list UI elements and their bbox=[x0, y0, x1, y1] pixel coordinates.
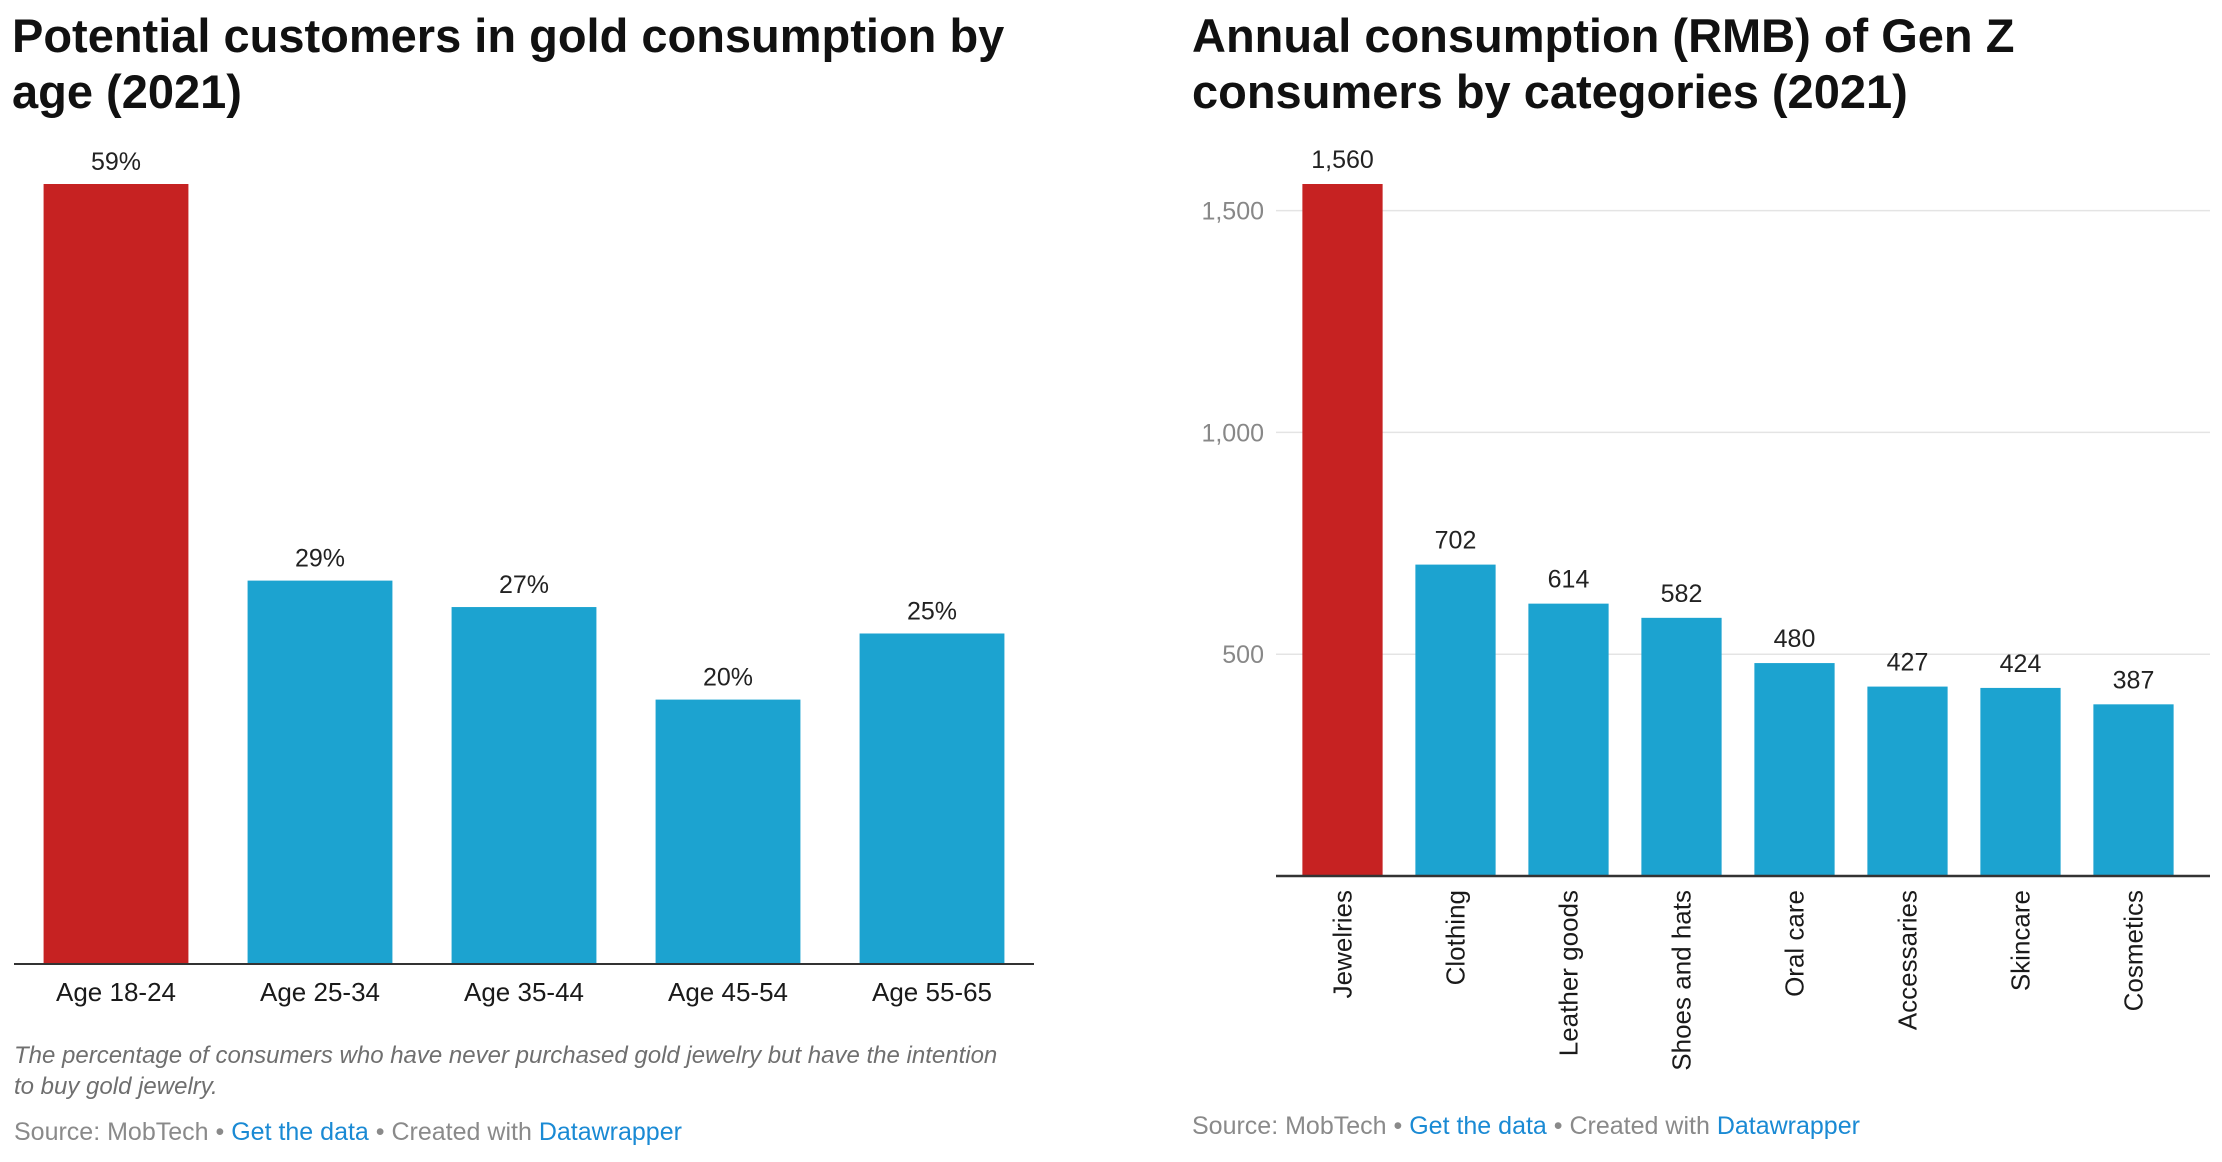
bar-value-label: 387 bbox=[2113, 666, 2155, 694]
left-chart-panel: Potential customers in gold consumption … bbox=[0, 0, 1060, 1162]
y-tick-label: 1,000 bbox=[1201, 419, 1264, 447]
x-tick-label: Age 55-65 bbox=[872, 977, 992, 1007]
x-tick-label: Cosmetics bbox=[2119, 890, 2149, 1011]
chart-footer: Source: MobTech • Get the data • Created… bbox=[1192, 1112, 1860, 1141]
x-tick-label: Skincare bbox=[2006, 890, 2036, 991]
y-tick-label: 1,500 bbox=[1201, 198, 1264, 226]
y-tick-label: 500 bbox=[1222, 641, 1264, 669]
bar-value-label: 702 bbox=[1435, 527, 1477, 555]
x-tick-label: Age 25-34 bbox=[260, 977, 380, 1007]
chart-footer: Source: MobTech • Get the data • Created… bbox=[14, 1118, 682, 1147]
right-chart-panel: Annual consumption (RMB) of Gen Z consum… bbox=[1180, 0, 2222, 1162]
bar-value-label: 427 bbox=[1887, 649, 1929, 677]
bar-value-label: 59% bbox=[91, 148, 141, 176]
bar bbox=[655, 699, 801, 964]
age-bar-chart: 59% Age 18-24 29% Age 25-34 27% Age 35-44 20% A… bbox=[14, 148, 1034, 1007]
x-tick-label: Leather goods bbox=[1554, 890, 1584, 1056]
source-text: Source: MobTech bbox=[14, 1118, 209, 1146]
x-tick-label: Jewelries bbox=[1328, 890, 1358, 998]
bar bbox=[1302, 184, 1383, 876]
bar bbox=[43, 184, 189, 964]
chart-title: Potential customers in gold consumption … bbox=[12, 9, 1005, 118]
separator: • bbox=[375, 1118, 385, 1146]
bar-value-label: 582 bbox=[1661, 580, 1703, 608]
bar bbox=[1415, 564, 1496, 876]
separator: • bbox=[1393, 1112, 1403, 1140]
created-with-text: Created with bbox=[391, 1118, 532, 1146]
source-text: Source: MobTech bbox=[1192, 1112, 1387, 1140]
separator: • bbox=[1553, 1112, 1563, 1140]
bar-value-label: 424 bbox=[2000, 650, 2042, 678]
bar-value-label: 27% bbox=[499, 571, 549, 599]
datawrapper-link[interactable]: Datawrapper bbox=[538, 1118, 682, 1146]
bar-value-label: 480 bbox=[1774, 625, 1816, 653]
get-the-data-link[interactable]: Get the data bbox=[1409, 1112, 1547, 1140]
x-tick-label: Age 35-44 bbox=[464, 977, 584, 1007]
bar bbox=[1867, 686, 1948, 876]
bar bbox=[1754, 663, 1835, 876]
x-tick-label: Age 45-54 bbox=[668, 977, 788, 1007]
datawrapper-link[interactable]: Datawrapper bbox=[1716, 1112, 1860, 1140]
category-bar-chart: 500 1,000 1,500 1,560 Jewelries 702 Clothing 61… bbox=[1201, 146, 2210, 1071]
created-with-text: Created with bbox=[1569, 1112, 1710, 1140]
bar bbox=[1528, 603, 1609, 876]
bar bbox=[451, 607, 597, 964]
x-tick-label: Oral care bbox=[1780, 890, 1810, 997]
bar-value-label: 614 bbox=[1548, 566, 1590, 594]
bar bbox=[2093, 704, 2174, 876]
separator: • bbox=[215, 1118, 225, 1146]
get-the-data-link[interactable]: Get the data bbox=[231, 1118, 369, 1146]
chart-note: The percentage of consumers who have nev… bbox=[14, 1042, 998, 1100]
bar bbox=[1980, 687, 2061, 876]
x-tick-label: Accessaries bbox=[1893, 890, 1923, 1030]
x-tick-label: Clothing bbox=[1441, 890, 1471, 985]
chart-title: Annual consumption (RMB) of Gen Z consum… bbox=[1192, 9, 2015, 118]
bar bbox=[859, 633, 1005, 964]
bar bbox=[1641, 617, 1722, 876]
bar-value-label: 25% bbox=[907, 597, 957, 625]
bar-value-label: 20% bbox=[703, 664, 753, 692]
x-tick-label: Age 18-24 bbox=[56, 977, 176, 1007]
bar-value-label: 29% bbox=[295, 545, 345, 573]
bar bbox=[247, 580, 393, 964]
x-tick-label: Shoes and hats bbox=[1667, 890, 1697, 1071]
bar-value-label: 1,560 bbox=[1311, 146, 1374, 174]
